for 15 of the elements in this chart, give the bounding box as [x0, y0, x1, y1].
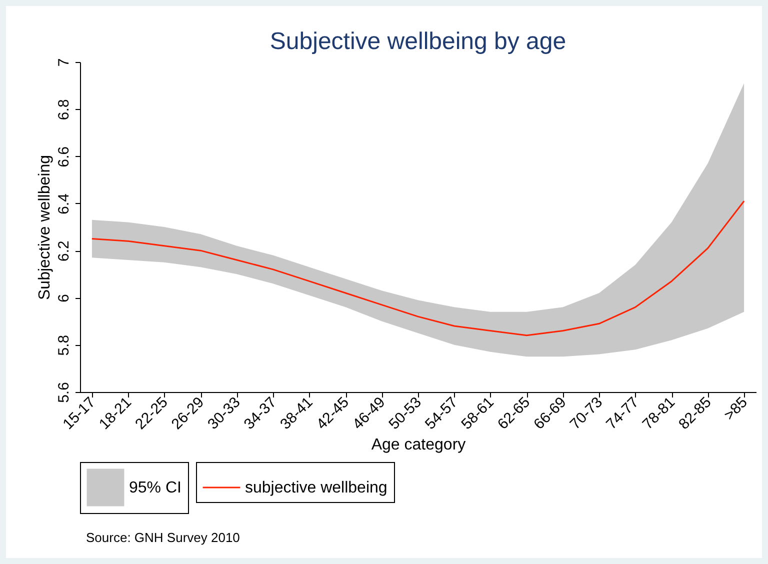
y-tick-label: 6.8 [56, 99, 72, 120]
line-series [91, 200, 745, 336]
text: 95% CI [129, 480, 182, 496]
y-tick-label: 7 [56, 58, 72, 67]
y-axis-title: Subjective wellbeing [36, 155, 54, 300]
legend-label: subjective wellbeing [245, 480, 388, 496]
y-tick-label: 5.8 [56, 334, 72, 356]
source-note: Source: GNH Survey 2010 [86, 530, 240, 545]
y-tick-label: 6.4 [56, 194, 72, 214]
x-axis-title: Age category [371, 436, 466, 454]
chart-title: Subjective wellbeing by age [270, 28, 566, 55]
y-tick-label: 6 [56, 294, 72, 302]
y-tick-label: 6.2 [56, 240, 72, 262]
x-tick-label: >85 [720, 394, 751, 424]
y-tick-label: 6.6 [56, 146, 72, 168]
